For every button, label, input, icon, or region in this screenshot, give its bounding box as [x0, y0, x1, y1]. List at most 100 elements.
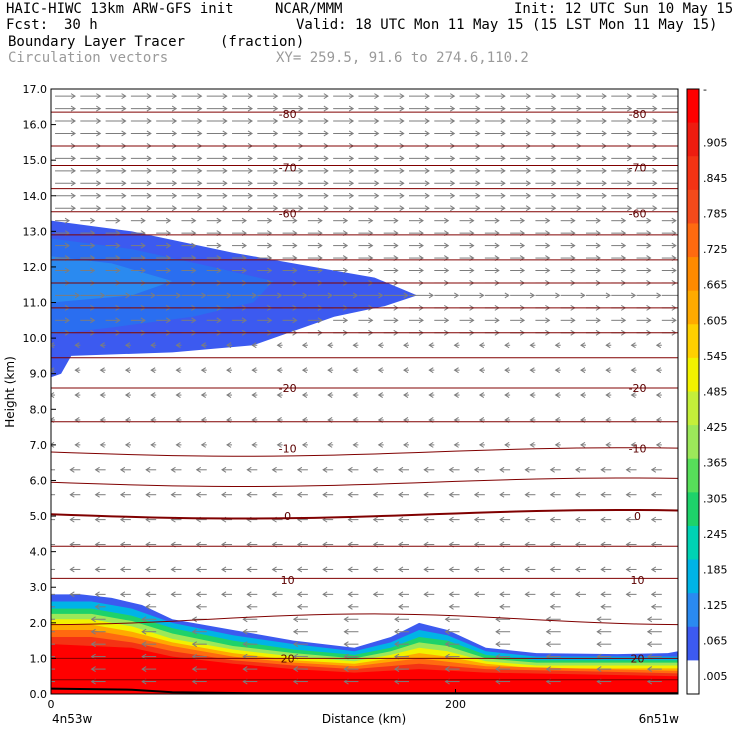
vector-head: [197, 118, 203, 124]
vector-head: [347, 491, 353, 498]
vector-head: [453, 441, 459, 448]
vector-head: [605, 342, 611, 349]
y-tick-label: 17.0: [23, 83, 48, 96]
vector-head: [450, 205, 456, 212]
vector-head: [500, 192, 506, 199]
vector-head: [525, 192, 532, 199]
vector-head: [119, 491, 126, 498]
vector-head: [141, 641, 147, 648]
vector-head: [74, 367, 80, 374]
vector-head: [175, 367, 181, 374]
vector-head: [374, 93, 380, 100]
vector-head: [525, 118, 532, 124]
vector-head: [165, 317, 172, 324]
vector-head: [576, 105, 582, 112]
vector-head: [450, 93, 456, 100]
vector-head: [595, 242, 601, 249]
axes: Height (km) Distance (km) 4n53w 6n51w 0.…: [3, 83, 679, 726]
colorbar-swatch: [687, 593, 699, 628]
terrain-line: [51, 687, 678, 694]
vector-head: [545, 317, 551, 324]
vector-head: [216, 267, 222, 274]
vector-head: [276, 367, 282, 374]
vector-head: [494, 242, 500, 249]
vector-head: [423, 591, 429, 598]
vector-head: [529, 367, 535, 374]
vector-head: [41, 667, 45, 672]
vector-head: [372, 491, 378, 498]
vector-head: [499, 466, 505, 473]
vector-head: [323, 130, 329, 137]
vector-head: [646, 242, 652, 249]
vector-head: [150, 441, 156, 448]
vector-head: [504, 441, 510, 448]
colorbar-swatch: [687, 122, 699, 157]
vector-head: [241, 217, 247, 224]
vector-head: [368, 217, 374, 224]
colorbar-label: .245: [703, 528, 728, 541]
vector-head: [247, 105, 253, 112]
vector-head: [221, 491, 227, 498]
vector-head: [393, 267, 399, 274]
vector-head: [601, 105, 607, 112]
vector-head: [652, 118, 658, 124]
vector-head: [570, 217, 576, 224]
vector-head: [226, 441, 232, 448]
vector-head: [90, 217, 96, 224]
vector-head: [575, 566, 581, 573]
vector-head: [377, 367, 383, 374]
vector-head: [545, 242, 551, 249]
vector-head: [605, 441, 611, 448]
vector-head: [646, 628, 653, 635]
vector-head: [554, 441, 560, 448]
vector-head: [469, 317, 475, 324]
vector-head: [94, 566, 100, 573]
vector-head: [175, 342, 181, 349]
vector-head: [525, 130, 532, 137]
init-time: Init: 12 UTC Sun 10 May 15: [514, 1, 734, 17]
vector-head: [626, 180, 633, 187]
colorbar-swatch: [687, 492, 699, 527]
vector-head: [444, 217, 450, 224]
vector-head: [525, 93, 532, 100]
vector-head: [322, 491, 328, 498]
vector-head: [652, 155, 658, 162]
vector-head: [99, 367, 105, 374]
vector-head: [323, 205, 329, 212]
vector-head: [494, 317, 500, 324]
vector-head: [64, 217, 70, 224]
vector-head: [478, 367, 485, 374]
vector-head: [96, 192, 102, 199]
vector-head: [554, 367, 560, 374]
vector-head: [495, 666, 501, 673]
vector-head: [146, 192, 152, 199]
colorbar-swatch: [687, 89, 699, 124]
vector-head: [146, 130, 152, 137]
tracer-fill: [51, 220, 678, 694]
colorbar-frame: [686, 88, 700, 695]
vector-head: [175, 292, 182, 299]
vector-head: [652, 167, 658, 174]
y-tick-label: 5.0: [30, 510, 48, 523]
vector-head: [222, 205, 228, 212]
vector-head: [601, 180, 607, 187]
vector-head: [150, 292, 156, 299]
vector-head: [327, 441, 333, 448]
vector-head: [146, 155, 152, 162]
vector-head: [601, 155, 607, 162]
vector-head: [469, 242, 475, 249]
isotherm-label: 10: [631, 574, 645, 587]
tracer-plume-core: [51, 256, 173, 303]
vector-head: [171, 130, 178, 137]
vector-head: [368, 317, 374, 324]
vector-head: [348, 192, 355, 199]
colorbar-label: -: [703, 83, 707, 96]
vector-head: [200, 392, 207, 398]
isotherm-label: -80: [629, 108, 647, 121]
vector-head: [620, 217, 627, 224]
vector-head: [222, 105, 228, 112]
vector-head: [374, 155, 380, 162]
vector-head: [267, 267, 273, 274]
vector-head: [504, 292, 510, 299]
